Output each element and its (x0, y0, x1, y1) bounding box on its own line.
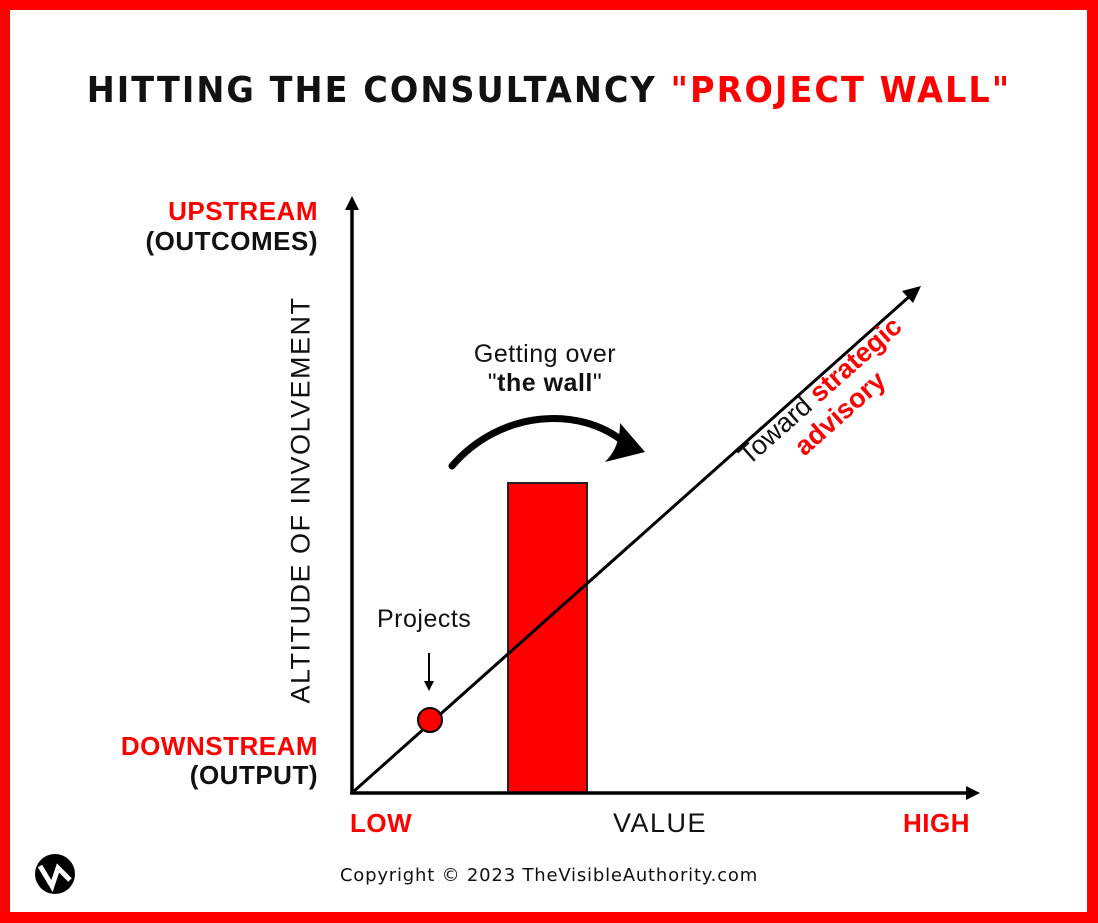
x-axis-arrowhead-icon (966, 786, 980, 800)
getting-over-line1: Getting over (473, 340, 617, 368)
curved-arrowhead-icon (605, 423, 645, 462)
the-wall-text: the wall (497, 369, 593, 397)
trend-arrowhead-icon (902, 286, 921, 303)
visible-authority-logo-icon (35, 854, 75, 894)
trend-line (352, 293, 912, 794)
getting-over-line2: "the wall" (440, 369, 650, 398)
copyright-notice: Copyright © 2023 TheVisibleAuthority.com (339, 865, 759, 886)
x-axis-low-label: LOW (350, 808, 413, 838)
y-axis-title: ALTITUDE OF INVOLVEMENT (285, 296, 316, 704)
y-axis-arrowhead-icon (345, 196, 359, 210)
getting-over-wall-annotation: Getting over "the wall" (440, 340, 650, 398)
quote-close: " (592, 369, 603, 397)
downstream-label: DOWNSTREAM (120, 731, 318, 761)
x-axis-title: VALUE (613, 808, 708, 838)
wall-bar (507, 482, 588, 794)
quote-open: " (487, 369, 498, 397)
upstream-label: UPSTREAM (168, 196, 318, 226)
projects-label: Projects (377, 605, 472, 633)
projects-dot (417, 707, 443, 733)
y-axis-bottom-label: DOWNSTREAM (OUTPUT) (90, 732, 318, 790)
outcomes-label: (OUTCOMES) (145, 226, 318, 256)
curved-arrow-path (448, 415, 629, 470)
page-title: HITTING THE CONSULTANCY "PROJECT WALL" (38, 70, 1059, 111)
output-label: (OUTPUT) (189, 760, 318, 790)
y-axis-top-label: UPSTREAM (OUTCOMES) (100, 196, 318, 256)
title-main: HITTING THE CONSULTANCY (86, 70, 671, 111)
down-arrow-icon (424, 681, 434, 691)
title-accent: "PROJECT WALL" (670, 70, 1012, 111)
x-axis-high-label: HIGH (903, 808, 970, 838)
